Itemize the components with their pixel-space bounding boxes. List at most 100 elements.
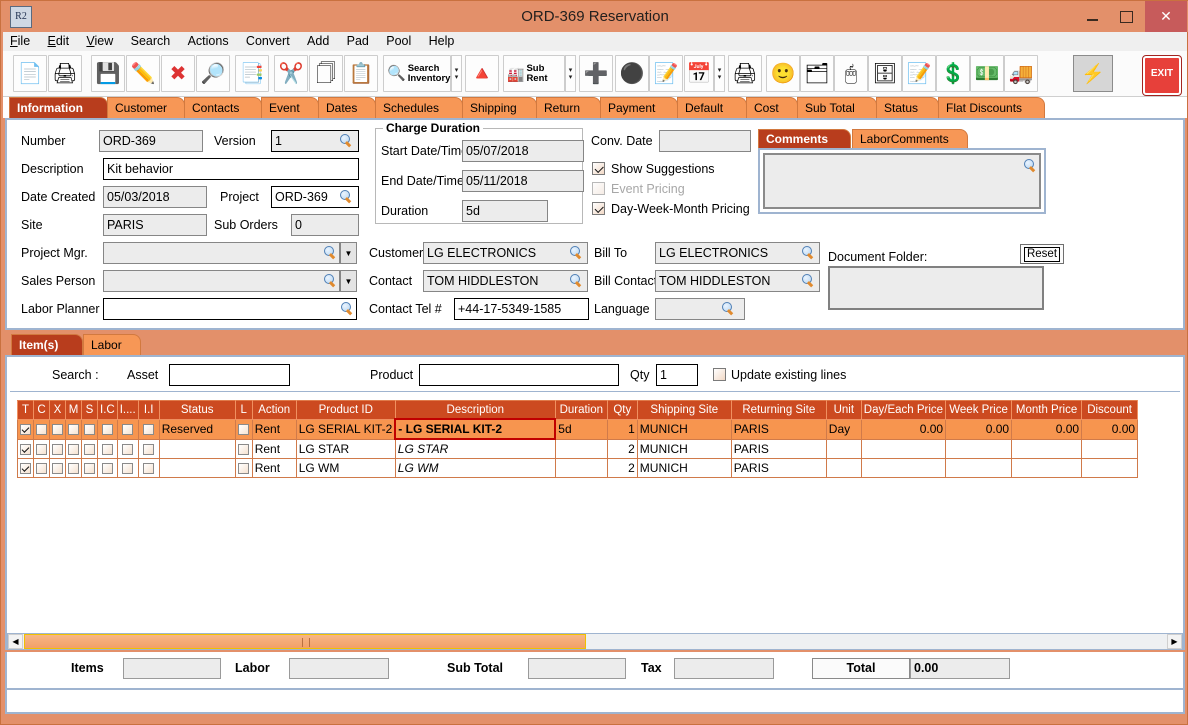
column-header-discount[interactable]: Discount (1081, 400, 1139, 420)
reset-button[interactable]: Reset (1020, 244, 1064, 264)
column-header-qty[interactable]: Qty (606, 400, 638, 420)
mouse-pointer-icon[interactable]: 🖱 (834, 55, 868, 92)
cell-checkbox-m[interactable] (65, 458, 82, 478)
checkbox-icon[interactable] (101, 444, 113, 456)
start-datetime-field[interactable]: 05/07/2018 (462, 140, 584, 162)
contact-search-icon[interactable] (569, 273, 584, 288)
cell-duration[interactable] (554, 438, 608, 459)
cell-duration[interactable] (554, 458, 608, 478)
column-header-i[interactable]: I.... (116, 400, 139, 420)
checkbox-icon[interactable] (68, 444, 79, 456)
cell-day-price[interactable]: 0.00 (860, 418, 947, 440)
add-plus-icon[interactable]: ➕ (579, 55, 613, 92)
customer-field[interactable]: LG ELECTRONICS (423, 242, 588, 264)
sub-total-field[interactable] (528, 658, 626, 679)
contact-tel-field[interactable]: +44-17-5349-1585 (454, 298, 589, 320)
sub-orders-field[interactable]: 0 (291, 214, 359, 236)
menu-item-view[interactable]: View (86, 34, 114, 48)
project-field[interactable]: ORD-369 (271, 186, 359, 208)
cell-checkbox-ic[interactable] (97, 438, 118, 459)
cell-checkbox-ii[interactable] (137, 418, 160, 440)
comments-textarea[interactable] (763, 153, 1041, 209)
menu-item-actions[interactable]: Actions (187, 34, 229, 48)
tab-shipping[interactable]: Shipping (462, 97, 537, 118)
checkbox-icon[interactable] (84, 463, 95, 475)
duration-field[interactable]: 5d (462, 200, 548, 222)
document-arrow-icon[interactable]: 📑 (235, 55, 269, 92)
money-transfer-icon[interactable]: 💲 (936, 55, 970, 92)
cut-scissors-icon[interactable]: ✂️ (274, 55, 308, 92)
labor-planner-field[interactable] (103, 298, 357, 320)
tab-sub-total[interactable]: Sub Total (797, 97, 877, 118)
cell-day-price[interactable] (860, 438, 947, 459)
document-folder-field[interactable] (828, 266, 1044, 310)
cell-qty[interactable]: 1 (606, 418, 638, 440)
comments-box[interactable] (758, 148, 1046, 214)
new-document-icon[interactable]: 📄 (13, 55, 47, 92)
cell-checkbox-m[interactable] (65, 418, 82, 440)
total-button[interactable]: Total (812, 658, 910, 679)
edit-pencil-icon[interactable]: ✏️ (126, 55, 160, 92)
binoculars-icon[interactable]: 🔎 (196, 55, 230, 92)
cell-checkbox-l[interactable] (234, 438, 253, 459)
print-icon[interactable]: 🖨 (48, 55, 82, 92)
column-header-description[interactable]: Description (394, 400, 556, 420)
column-header-t[interactable]: T (17, 400, 34, 420)
cell-status[interactable] (158, 438, 236, 459)
cell-checkbox-m[interactable] (65, 438, 82, 459)
delete-x-icon[interactable]: ✖ (161, 55, 195, 92)
version-field[interactable]: 1 (271, 130, 359, 152)
cell-day-price[interactable] (860, 458, 947, 478)
minimize-button[interactable] (1073, 1, 1111, 32)
cell-month-price[interactable]: 0.00 (1011, 418, 1083, 440)
sales-person-dropdown[interactable]: ▼ (340, 270, 357, 292)
search-inventory-dropdown[interactable]: ▾ ▾ (451, 55, 462, 92)
sales-person-field[interactable] (103, 270, 340, 292)
save-icon[interactable]: 💾 (91, 55, 125, 92)
cell-action[interactable]: Rent (251, 458, 297, 478)
cell-shipping-site[interactable]: MUNICH (636, 438, 732, 459)
table-row[interactable]: Rent LG WM LG WM 2 MUNICH PARIS (17, 458, 1139, 478)
scroll-left-arrow-icon[interactable]: ◀ (8, 634, 23, 649)
cell-returning-site[interactable]: PARIS (730, 458, 827, 478)
bill-contact-field[interactable]: TOM HIDDLESTON (655, 270, 820, 292)
calendar-icon[interactable]: 📅 (684, 55, 714, 92)
sub-rent-button[interactable]: 🏭 Sub Rent (503, 55, 565, 92)
checkbox-icon[interactable] (101, 463, 113, 475)
invoice-money-icon[interactable]: 💵 (970, 55, 1004, 92)
tab-dates[interactable]: Dates (318, 97, 376, 118)
folder-clock-icon[interactable]: 🗂 (800, 55, 834, 92)
menu-item-help[interactable]: Help (428, 34, 455, 48)
cell-checkbox-ic[interactable] (97, 418, 118, 440)
tab-contacts[interactable]: Contacts (184, 97, 262, 118)
version-search-icon[interactable] (339, 133, 354, 148)
project-mgr-field[interactable] (103, 242, 340, 264)
cell-checkbox-s[interactable] (81, 458, 98, 478)
cell-product-id[interactable]: LG SERIAL KIT-2 (295, 418, 396, 440)
checkbox-icon[interactable] (143, 424, 155, 436)
cell-month-price[interactable] (1011, 458, 1083, 478)
search-inventory-button[interactable]: 🔍 Search Inventory (383, 55, 451, 92)
column-header-c[interactable]: C (33, 400, 50, 420)
tab-flat-discounts[interactable]: Flat Discounts (938, 97, 1045, 118)
column-header-m[interactable]: M (65, 400, 82, 420)
date-created-field[interactable]: 05/03/2018 (103, 186, 207, 208)
cell-checkbox-x[interactable] (49, 418, 66, 440)
cell-shipping-site[interactable]: MUNICH (636, 418, 732, 440)
checkbox-icon[interactable] (122, 463, 134, 475)
checkbox-icon[interactable] (122, 444, 134, 456)
bill-contact-search-icon[interactable] (801, 273, 816, 288)
checkbox-icon[interactable] (20, 463, 31, 475)
cell-product-id[interactable]: LG STAR (295, 438, 396, 459)
cell-returning-site[interactable]: PARIS (730, 438, 827, 459)
cell-checkbox-t[interactable] (17, 438, 34, 459)
sub-rent-dropdown[interactable]: ▾ ▾ (565, 55, 576, 92)
checkbox-icon[interactable] (101, 424, 113, 436)
smiley-icon[interactable]: 🙂 (766, 55, 800, 92)
cell-description[interactable]: - LG SERIAL KIT-2 (394, 418, 557, 440)
cell-checkbox-ii[interactable] (137, 458, 160, 478)
labor-total-field[interactable] (289, 658, 389, 679)
paste-icon[interactable]: 📋 (344, 55, 378, 92)
items-total-field[interactable] (123, 658, 221, 679)
checkbox-icon[interactable] (36, 444, 47, 456)
